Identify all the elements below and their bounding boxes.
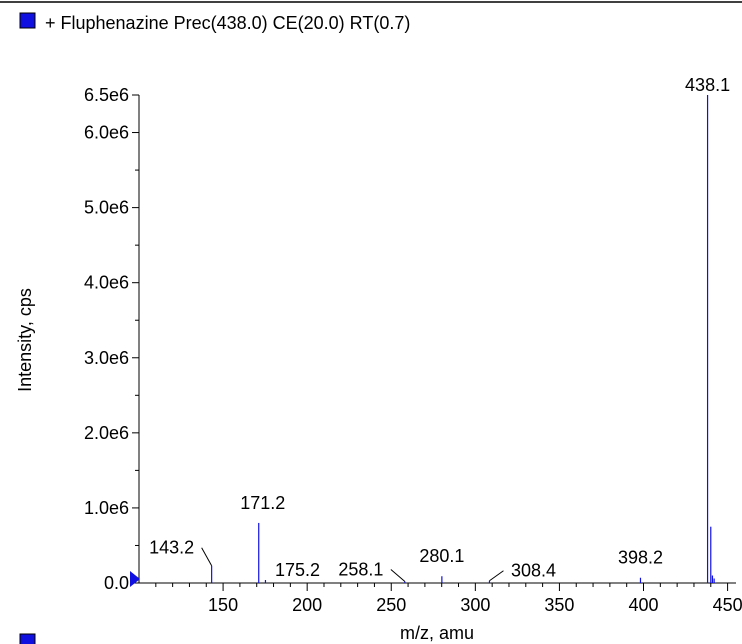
y-tick-label: 3.0e6 (84, 348, 129, 368)
y-tick-label: 2.0e6 (84, 423, 129, 443)
x-tick-label: 300 (460, 595, 490, 615)
x-axis-label: m/z, amu (400, 623, 474, 643)
x-tick-label: 150 (208, 595, 238, 615)
peak-label: 438.1 (685, 75, 730, 95)
peak-leader-line (390, 569, 406, 582)
peak-label: 280.1 (419, 546, 464, 566)
peak-label: 398.2 (618, 548, 663, 568)
y-tick-label: 0.0 (104, 573, 129, 593)
peak-labels: 143.2 171.2 175.2 258.1 280.1 308.4 398.2 438.1 (149, 75, 730, 582)
y-tick-label: 6.5e6 (84, 85, 129, 105)
peak-label: 308.4 (511, 561, 556, 581)
x-tick-label: 400 (628, 595, 658, 615)
y-ticks: 0.0 1.0e6 2.0e6 3.0e6 4.0e6 5.0e6 6.0e6 6.5e6 (84, 85, 139, 593)
zero-marker (130, 571, 140, 587)
y-axis-label: Intensity, cps (15, 288, 35, 392)
peak-bars (211, 95, 715, 583)
peak-leader-line (201, 547, 213, 566)
y-tick-label: 1.0e6 (84, 498, 129, 518)
x-tick-label: 450 (713, 595, 742, 615)
peak-label: 258.1 (338, 559, 383, 579)
peak-label: 175.2 (275, 560, 320, 580)
legend-swatch-2 (19, 633, 36, 644)
peak-leader-line (489, 570, 504, 582)
x-tick-label: 250 (376, 595, 406, 615)
x-tick-label: 350 (544, 595, 574, 615)
x-ticks: 150 200 250 300 350 400 450 (155, 583, 742, 615)
legend-swatch (19, 12, 36, 29)
y-tick-label: 4.0e6 (84, 273, 129, 293)
legend-label: + Fluphenazine Prec(438.0) CE(20.0) RT(0… (45, 13, 410, 33)
peak-label: 143.2 (149, 538, 194, 558)
y-tick-label: 5.0e6 (84, 198, 129, 218)
y-tick-label: 6.0e6 (84, 123, 129, 143)
x-tick-label: 200 (292, 595, 322, 615)
peak-label: 171.2 (240, 493, 285, 513)
